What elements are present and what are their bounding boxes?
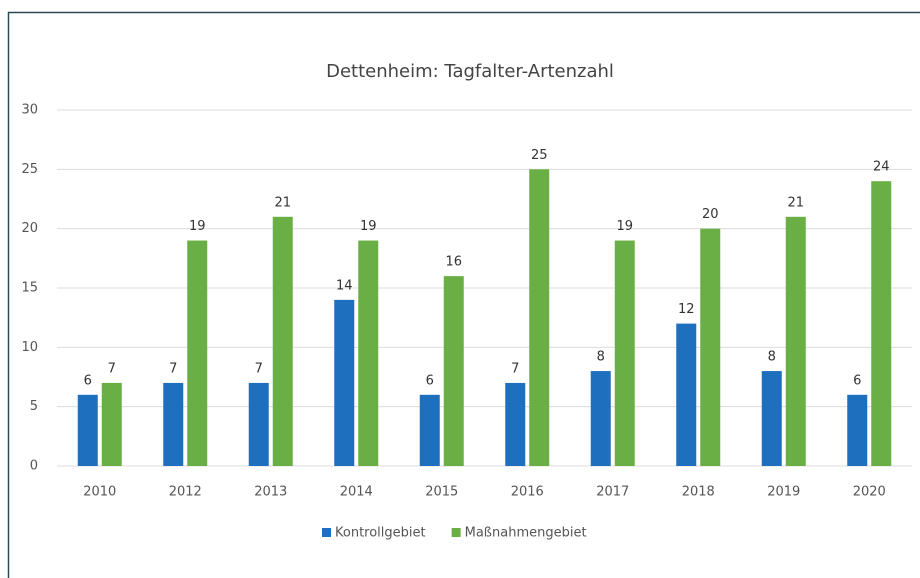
bar (847, 394, 868, 466)
bar (101, 382, 122, 466)
bar (700, 228, 721, 466)
data-label: 19 (360, 219, 377, 234)
data-label: 14 (336, 278, 353, 293)
data-label: 12 (678, 302, 695, 317)
data-label: 20 (702, 207, 719, 222)
data-label: 8 (597, 350, 605, 365)
bar (358, 240, 379, 466)
bar (272, 216, 293, 466)
bar (77, 394, 98, 466)
data-label: 21 (274, 195, 291, 210)
legend-label: Maßnahmengebiet (465, 526, 587, 541)
y-tick-label: 10 (21, 340, 38, 355)
data-label: 8 (768, 350, 776, 365)
x-tick-label: 2010 (83, 485, 116, 500)
bar (443, 276, 464, 466)
bar (590, 371, 611, 466)
x-tick-label: 2014 (340, 485, 373, 500)
data-label: 7 (511, 361, 519, 376)
data-label: 25 (531, 148, 548, 163)
data-label: 6 (84, 373, 92, 388)
x-tick-label: 2017 (596, 485, 629, 500)
bar (761, 371, 782, 466)
x-tick-label: 2018 (682, 485, 715, 500)
bar (505, 382, 526, 466)
bar (163, 382, 184, 466)
bar (871, 181, 892, 466)
legend-swatch (451, 528, 461, 537)
data-label: 19 (616, 219, 633, 234)
data-label: 21 (787, 195, 804, 210)
data-label: 6 (426, 373, 434, 388)
x-tick-label: 2013 (254, 485, 287, 500)
y-tick-label: 0 (30, 459, 38, 474)
bar (529, 169, 550, 467)
bar (419, 394, 440, 466)
data-label: 6 (853, 373, 861, 388)
data-label: 7 (169, 361, 177, 376)
chart-title: Dettenheim: Tagfalter-Artenzahl (326, 61, 614, 82)
bar (785, 216, 806, 466)
y-tick-label: 20 (21, 221, 38, 236)
bar (676, 323, 697, 466)
data-label: 7 (255, 361, 263, 376)
data-label: 16 (445, 255, 462, 270)
x-tick-label: 2015 (425, 485, 458, 500)
bar (334, 299, 355, 466)
x-tick-label: 2016 (511, 485, 544, 500)
x-tick-label: 2012 (169, 485, 202, 500)
y-tick-label: 25 (21, 162, 38, 177)
x-tick-label: 2019 (767, 485, 800, 500)
data-label: 7 (108, 361, 116, 376)
x-tick-label: 2020 (853, 485, 886, 500)
data-label: 24 (873, 160, 890, 175)
y-tick-label: 30 (21, 103, 38, 118)
legend-label: Kontrollgebiet (335, 526, 426, 541)
data-label: 19 (189, 219, 206, 234)
y-tick-label: 5 (30, 399, 38, 414)
y-tick-label: 15 (21, 281, 38, 296)
bar (248, 382, 269, 466)
bar (187, 240, 208, 466)
legend-swatch (322, 528, 331, 537)
frame (7, 11, 920, 578)
bar (614, 240, 635, 466)
